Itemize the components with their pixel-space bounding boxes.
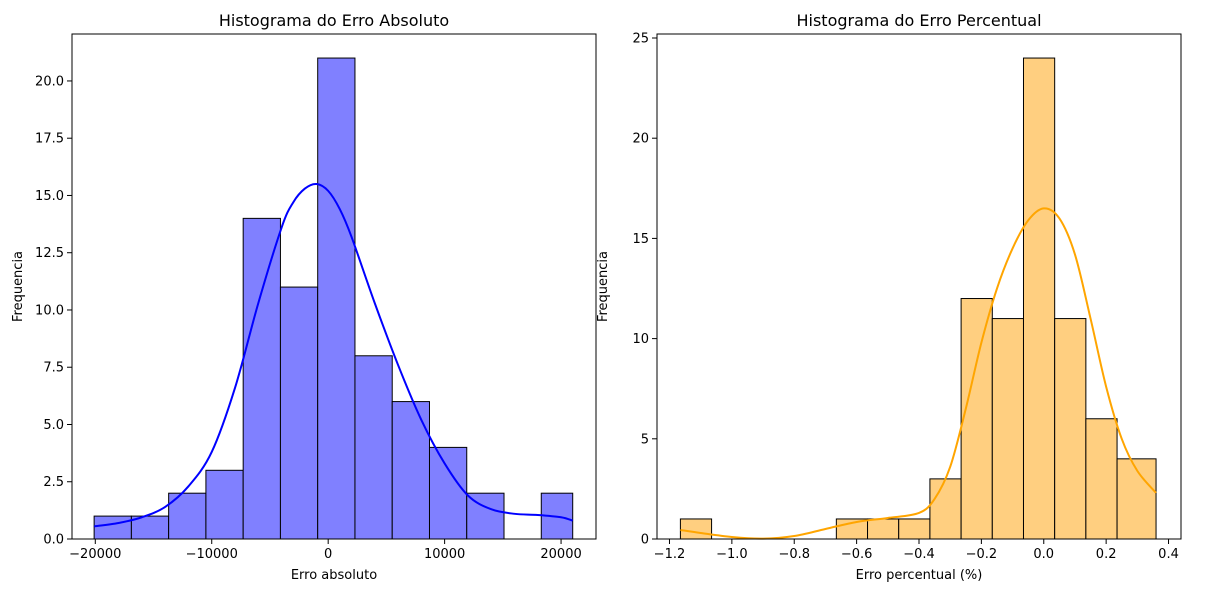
x-tick-label: −20000 <box>69 547 121 562</box>
histogram-bar <box>354 355 393 540</box>
chart-title: Histograma do Erro Absoluto <box>219 11 449 30</box>
x-tick-label: 0.0 <box>1033 547 1054 562</box>
x-tick-label: 20000 <box>540 547 581 562</box>
histogram-bar <box>1054 318 1087 540</box>
histogram-bar <box>1022 57 1056 540</box>
axes-frame <box>71 33 597 540</box>
histogram-bar <box>929 478 962 540</box>
y-tick-label: 20 <box>632 132 649 147</box>
x-tick-label: 0.4 <box>1158 547 1179 562</box>
histogram-bar <box>205 469 244 540</box>
x-tick-label: −0.8 <box>778 547 810 562</box>
histogram-bar <box>93 515 132 540</box>
chart-title: Histograma do Erro Percentual <box>796 11 1041 30</box>
x-tick-label: −0.6 <box>841 547 873 562</box>
x-tick-label: 10000 <box>424 547 465 562</box>
histogram-bar <box>391 401 430 540</box>
y-tick-label: 20.0 <box>35 74 64 89</box>
x-tick-label: −0.4 <box>903 547 935 562</box>
kde-line <box>93 182 574 528</box>
histogram-bar <box>317 57 356 540</box>
x-tick-label: 0.2 <box>1096 547 1117 562</box>
y-tick-label: 2.5 <box>43 475 64 490</box>
y-tick-label: 10.0 <box>35 303 64 318</box>
x-axis-label: Erro percentual (%) <box>856 568 983 583</box>
x-tick-label: −1.2 <box>654 547 686 562</box>
y-tick-label: 5.0 <box>43 418 64 433</box>
x-tick-label: −10000 <box>186 547 238 562</box>
y-tick-label: 7.5 <box>43 361 64 376</box>
chart-panel-1: −20000 −10000 0 10000 20000 0.0 2.5 5.0 7.5 10.0 1… <box>11 11 597 583</box>
y-tick-label: 0 <box>641 533 649 548</box>
x-tick-label: −0.2 <box>966 547 998 562</box>
histogram-bar <box>679 518 713 540</box>
y-tick-label: 17.5 <box>35 132 64 147</box>
histogram-bar <box>428 446 468 540</box>
y-tick-label: 5 <box>641 432 649 447</box>
y-tick-label: 25 <box>632 32 649 47</box>
histogram-bar <box>242 217 281 540</box>
y-tick-label: 15.0 <box>35 189 64 204</box>
x-tick-label: −1.0 <box>716 547 748 562</box>
histogram-bar <box>466 492 505 540</box>
histogram-bar <box>867 518 900 540</box>
histogram-bar <box>279 286 319 540</box>
kde-line <box>680 207 1157 540</box>
y-axis-label: Frequencia <box>596 251 611 322</box>
y-tick-label: 0.0 <box>43 533 64 548</box>
histogram-bar <box>1085 418 1118 540</box>
histogram-bar <box>898 518 931 540</box>
y-tick-label: 15 <box>632 232 649 247</box>
y-axis-label: Frequencia <box>11 251 26 322</box>
x-axis-label: Erro absoluto <box>291 568 377 583</box>
x-tick-label: 0 <box>324 547 332 562</box>
histogram-bar <box>991 318 1024 540</box>
y-tick-label: 12.5 <box>35 246 64 261</box>
chart-panel-2: −1.2 −1.0 −0.8 −0.6 −0.4 −0.2 0.0 0.2 0.4 0 5 10 15 2… <box>596 11 1182 583</box>
y-tick-label: 10 <box>632 332 649 347</box>
histogram-bar <box>960 298 993 540</box>
histogram-bar <box>1116 458 1157 540</box>
